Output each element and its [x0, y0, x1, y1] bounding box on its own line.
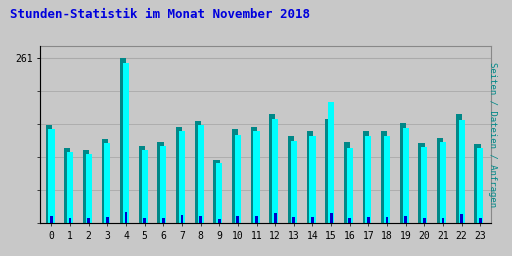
Bar	[216, 163, 222, 223]
Bar	[139, 146, 145, 223]
Bar	[328, 102, 334, 223]
Bar	[253, 131, 260, 223]
Bar	[288, 136, 294, 223]
Bar	[198, 125, 204, 223]
Bar	[440, 142, 446, 223]
Bar	[162, 218, 165, 223]
Bar	[477, 148, 483, 223]
Bar	[274, 212, 276, 223]
Bar	[344, 142, 350, 223]
Bar	[218, 219, 221, 223]
Bar	[381, 131, 387, 223]
Bar	[437, 138, 443, 223]
Bar	[325, 119, 331, 223]
Bar	[402, 128, 409, 223]
Bar	[255, 216, 258, 223]
Bar	[88, 218, 90, 223]
Bar	[269, 114, 275, 223]
Bar	[475, 144, 481, 223]
Bar	[106, 217, 109, 223]
Bar	[48, 130, 54, 223]
Bar	[384, 136, 390, 223]
Bar	[311, 217, 314, 223]
Bar	[142, 150, 148, 223]
Bar	[307, 131, 313, 223]
Bar	[232, 130, 238, 223]
Bar	[101, 139, 108, 223]
Bar	[459, 120, 465, 223]
Bar	[479, 218, 482, 223]
Bar	[158, 142, 164, 223]
Bar	[400, 123, 406, 223]
Bar	[67, 152, 73, 223]
Bar	[348, 218, 351, 223]
Bar	[347, 148, 353, 223]
Bar	[160, 146, 166, 223]
Bar	[456, 114, 462, 223]
Bar	[272, 119, 278, 223]
Bar	[235, 135, 241, 223]
Text: Stunden-Statistik im Monat November 2018: Stunden-Statistik im Monat November 2018	[10, 8, 310, 21]
Bar	[330, 213, 332, 223]
Bar	[421, 147, 428, 223]
Bar	[460, 215, 463, 223]
Bar	[386, 217, 389, 223]
Bar	[181, 215, 183, 223]
Bar	[123, 63, 129, 223]
Bar	[86, 154, 92, 223]
Bar	[291, 141, 297, 223]
Bar	[199, 216, 202, 223]
Bar	[143, 218, 146, 223]
Bar	[179, 131, 185, 223]
Bar	[46, 125, 52, 223]
Bar	[214, 160, 220, 223]
Bar	[367, 217, 370, 223]
Bar	[251, 127, 257, 223]
Bar	[104, 143, 111, 223]
Bar	[83, 151, 89, 223]
Bar	[292, 217, 295, 223]
Bar	[237, 216, 239, 223]
Y-axis label: Seiten / Dateien / Anfragen: Seiten / Dateien / Anfragen	[488, 62, 497, 207]
Bar	[124, 212, 127, 223]
Bar	[309, 136, 315, 223]
Bar	[404, 216, 407, 223]
Bar	[441, 218, 444, 223]
Bar	[120, 58, 126, 223]
Bar	[50, 216, 53, 223]
Bar	[366, 136, 372, 223]
Bar	[64, 148, 70, 223]
Bar	[195, 121, 201, 223]
Bar	[176, 127, 182, 223]
Bar	[418, 143, 424, 223]
Bar	[423, 218, 425, 223]
Bar	[362, 131, 369, 223]
Bar	[69, 218, 72, 223]
